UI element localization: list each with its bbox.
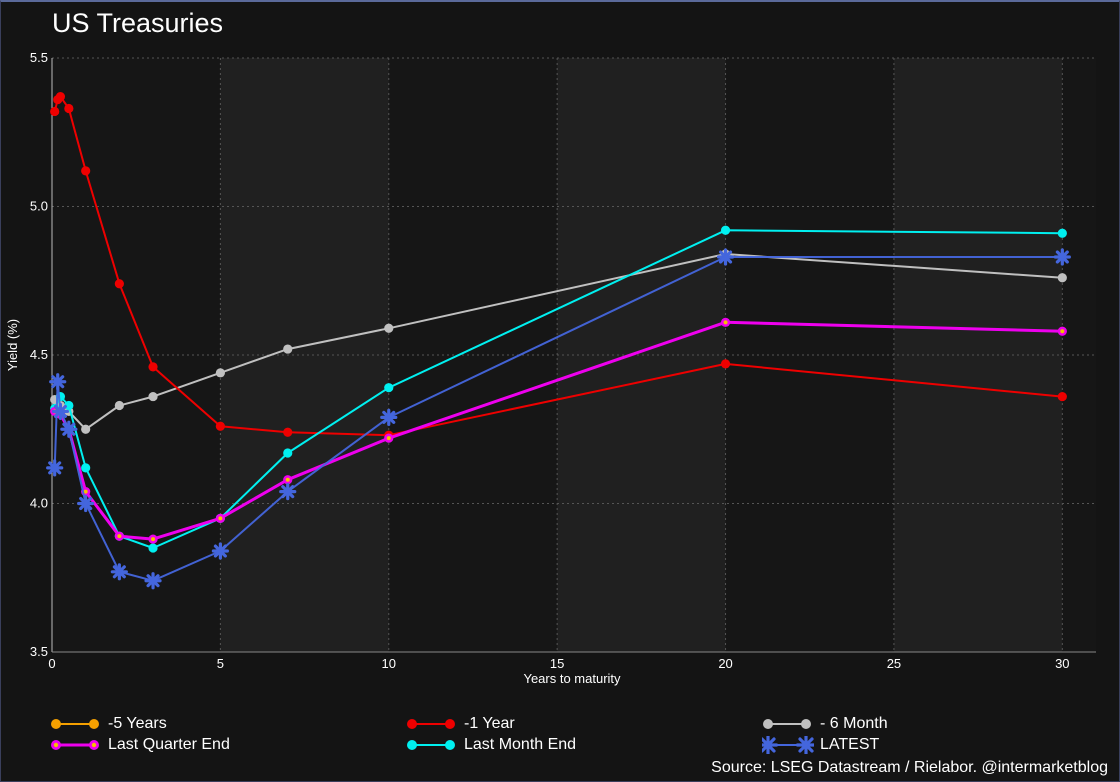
data-point	[215, 368, 225, 378]
data-point	[283, 427, 293, 437]
data-point	[114, 531, 124, 541]
data-point	[384, 433, 394, 443]
y-tick-label: 5.5	[30, 50, 48, 65]
data-point	[1053, 248, 1071, 266]
data-point	[1057, 273, 1067, 283]
legend-item[interactable]: Last Month End	[406, 735, 762, 754]
data-point	[114, 279, 124, 289]
data-point	[81, 166, 91, 176]
data-point	[60, 420, 78, 438]
data-point	[215, 421, 225, 431]
data-point	[148, 534, 158, 544]
x-tick-label: 0	[48, 656, 55, 671]
x-tick-label: 20	[718, 656, 732, 671]
x-tick-label: 10	[382, 656, 396, 671]
data-point	[148, 543, 158, 553]
grid-lines	[52, 57, 1096, 653]
chart-title: US Treasuries	[52, 8, 224, 38]
data-point	[110, 563, 128, 581]
data-point	[283, 344, 293, 354]
legend-label: -1 Year	[464, 714, 515, 732]
data-point	[1057, 391, 1067, 402]
y-axis-label: Yield (%)	[5, 319, 20, 371]
data-point	[46, 459, 64, 477]
x-tick-label: 15	[550, 656, 564, 671]
data-point	[279, 483, 297, 501]
legend-label: Last Month End	[464, 735, 577, 753]
x-axis-label: Years to maturity	[523, 671, 621, 686]
legend-swatch	[51, 739, 99, 750]
legend-swatch	[407, 739, 455, 750]
legend-label: - 6 Month	[820, 714, 888, 732]
data-point	[720, 225, 731, 235]
data-point	[77, 494, 95, 513]
data-point	[283, 475, 293, 485]
tick-labels: 0 5 10 15 20 25 30 3.5 4.0 4.5 5.0 5.5	[30, 50, 1070, 671]
y-tick-label: 3.5	[30, 644, 48, 659]
data-point	[64, 400, 74, 411]
data-point	[51, 402, 70, 421]
x-tick-label: 25	[887, 656, 901, 671]
legend-marker	[51, 718, 61, 729]
legend-marker	[762, 735, 779, 754]
data-point	[283, 448, 293, 458]
x-tick-label: 5	[217, 656, 224, 671]
legend-item[interactable]: Last Quarter End	[50, 735, 406, 754]
data-point	[81, 424, 91, 434]
data-point	[148, 362, 158, 372]
data-point	[1057, 326, 1067, 336]
data-point	[215, 513, 225, 523]
data-point	[720, 317, 731, 327]
legend-swatch	[762, 735, 814, 754]
legend-marker	[51, 739, 61, 750]
legend-item[interactable]: -5 Years	[50, 714, 406, 733]
data-point	[384, 323, 394, 333]
y-tick-label: 5.0	[30, 199, 48, 214]
source-note: Source: LSEG Datastream / Rielabor. @int…	[711, 759, 1108, 776]
data-point	[380, 408, 398, 426]
data-point	[81, 463, 91, 473]
legend-marker	[801, 718, 811, 729]
legend-marker	[445, 718, 455, 729]
data-point	[144, 572, 162, 590]
y-tick-label: 4.5	[30, 347, 48, 362]
legend-item[interactable]: -1 Year	[406, 714, 762, 733]
data-point	[720, 359, 731, 369]
series-latest	[46, 248, 1071, 590]
legend-label: LATEST	[820, 735, 880, 753]
data-point	[716, 248, 735, 266]
legend-marker	[89, 718, 99, 729]
data-point	[148, 391, 158, 402]
legend-marker	[763, 718, 773, 729]
legend-swatch	[763, 718, 811, 729]
legend-marker	[795, 735, 814, 754]
data-point	[1057, 228, 1067, 238]
x-tick-label: 30	[1055, 656, 1069, 671]
legend-marker	[445, 739, 455, 750]
legend-marker	[407, 739, 417, 750]
data-point	[50, 106, 60, 117]
data-point	[384, 383, 394, 393]
data-point	[114, 400, 124, 411]
legend-swatch	[51, 718, 99, 729]
legend: -5 Years -1 Year - 6 Month Last Quarter End…	[50, 714, 1110, 754]
axes	[51, 58, 1096, 653]
legend-marker	[407, 718, 417, 729]
legend-marker	[89, 739, 99, 750]
legend-item[interactable]: - 6 Month	[762, 714, 1102, 733]
y-tick-label: 4.0	[30, 496, 48, 511]
data-point	[55, 92, 66, 102]
series-1-year	[50, 92, 1067, 440]
legend-item[interactable]: LATEST	[762, 735, 1102, 754]
data-point	[49, 373, 67, 391]
legend-swatch	[407, 718, 455, 729]
data-point	[211, 542, 229, 560]
legend-label: Last Quarter End	[108, 735, 230, 753]
legend-label: -5 Years	[108, 714, 167, 732]
data-point	[64, 103, 74, 114]
series-lines	[46, 92, 1071, 590]
